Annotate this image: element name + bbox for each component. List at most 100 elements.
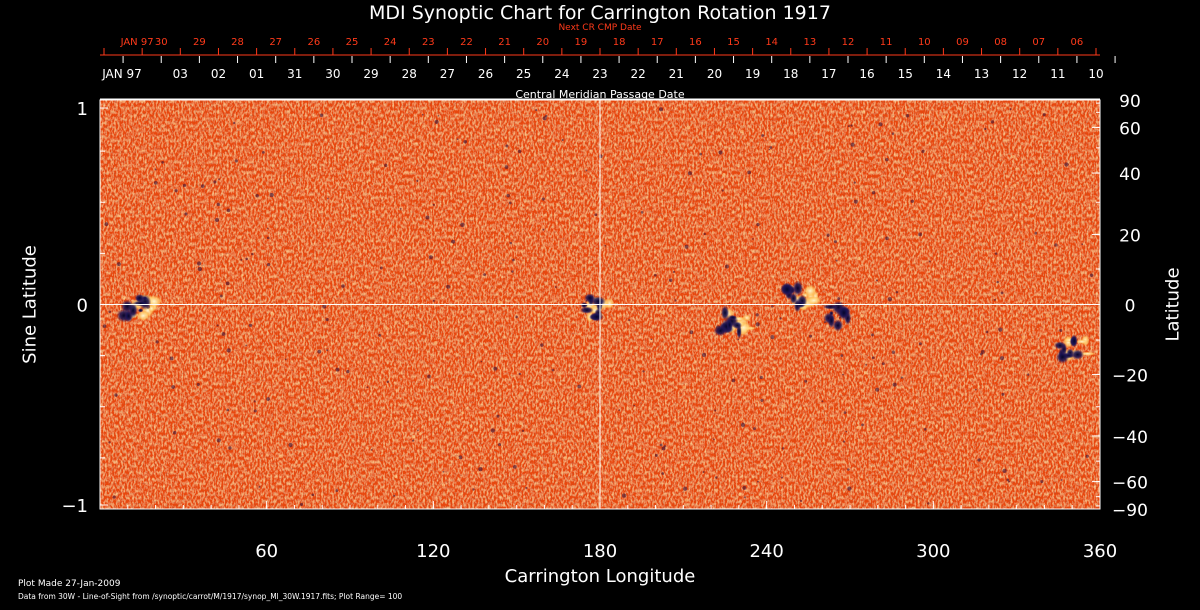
flux-dot — [878, 122, 883, 127]
flux-dot — [461, 411, 465, 415]
flux-dot — [781, 476, 783, 479]
negative-flux-patch — [1055, 350, 1070, 364]
flux-dot — [650, 338, 653, 341]
flux-dot — [155, 340, 159, 344]
flux-dot — [305, 187, 308, 191]
flux-dot — [117, 215, 120, 218]
cmp-tick-label: 17 — [821, 67, 836, 81]
flux-dot — [863, 371, 868, 375]
flux-dot — [871, 356, 875, 360]
flux-dot — [661, 472, 665, 475]
network-flux — [102, 107, 1094, 506]
flux-dot — [225, 281, 230, 286]
flux-dot — [154, 168, 157, 171]
flux-dot — [1081, 243, 1084, 246]
flux-dot — [614, 154, 616, 157]
flux-dot — [525, 486, 528, 489]
next-cr-tick-label: 07 — [1032, 37, 1045, 48]
flux-dot — [809, 334, 813, 338]
flux-dot — [519, 422, 523, 425]
lat-tick-label: 90 — [1119, 92, 1141, 112]
flux-dot — [857, 238, 859, 241]
flux-dot — [887, 297, 893, 302]
flux-dot — [661, 446, 666, 451]
flux-dot — [673, 215, 676, 218]
cmp-tick-label: 31 — [287, 67, 302, 81]
flux-dot — [266, 397, 270, 401]
next-cr-tick-label: 21 — [498, 37, 511, 48]
flux-dot — [654, 453, 658, 457]
flux-dot — [182, 183, 187, 188]
flux-dot — [737, 338, 739, 341]
negative-flux-patch — [726, 318, 733, 332]
flux-dot — [861, 110, 865, 114]
flux-dot — [458, 455, 463, 460]
flux-dot — [1059, 258, 1061, 261]
flux-dot — [236, 379, 240, 383]
flux-dot — [341, 284, 345, 288]
negative-flux-patch — [579, 306, 594, 314]
flux-dot — [134, 334, 137, 338]
flux-dot — [433, 341, 438, 345]
flux-dot — [871, 190, 876, 195]
flux-dot — [284, 358, 287, 361]
flux-dot — [563, 456, 568, 460]
next-cr-axis: JAN 97 30 29 28 27 26 25 24 23 22 21 20 19 18 17 16 15 14… — [100, 37, 1100, 56]
flux-dot — [196, 261, 202, 266]
flux-dot — [682, 486, 688, 491]
flux-dot — [892, 382, 897, 387]
flux-dot — [1034, 231, 1038, 235]
flux-dot — [659, 443, 663, 447]
flux-dot — [993, 298, 996, 301]
flux-dot — [172, 430, 177, 435]
flux-dot — [895, 290, 899, 294]
flux-dot — [226, 408, 230, 412]
flux-dot — [585, 300, 588, 302]
flux-dot — [891, 350, 896, 354]
flux-dot — [266, 227, 269, 230]
next-cr-tick-label: 29 — [193, 37, 206, 48]
cmp-tick-label: 11 — [1050, 67, 1065, 81]
negative-flux-patch — [792, 280, 804, 296]
lat-tick-label: 60 — [1119, 119, 1141, 139]
flux-dot — [529, 218, 533, 222]
flux-dot — [756, 222, 760, 227]
flux-dot — [799, 499, 803, 503]
cmp-tick-label: 22 — [631, 67, 646, 81]
flux-dot — [266, 236, 270, 240]
flux-dot — [335, 489, 339, 492]
flux-dot — [215, 217, 220, 223]
flux-dot — [633, 404, 636, 407]
cmp-tick-label: 21 — [669, 67, 684, 81]
flux-dot — [540, 343, 544, 347]
flux-dot — [490, 428, 495, 433]
flux-dot — [744, 206, 748, 209]
flux-dot — [551, 368, 555, 372]
flux-dot — [184, 212, 188, 216]
flux-dot — [255, 193, 259, 198]
flux-dot — [225, 211, 228, 214]
flux-dot — [425, 215, 430, 220]
lon-tick-label: 360 — [1083, 541, 1117, 562]
flux-dot — [740, 129, 744, 134]
flux-dot — [984, 127, 987, 131]
cmp-tick-label: 10 — [1088, 67, 1103, 81]
flux-dot — [1026, 373, 1030, 376]
flux-dot — [1009, 108, 1012, 111]
flux-dot — [385, 326, 389, 330]
flux-dot — [838, 316, 841, 319]
active-region — [1053, 334, 1097, 364]
flux-dot — [226, 208, 231, 213]
flux-dot — [996, 280, 999, 284]
flux-dot — [371, 266, 374, 269]
flux-dot — [608, 195, 613, 199]
flux-dot — [432, 203, 435, 206]
flux-dot — [932, 169, 935, 172]
flux-dot — [219, 294, 223, 298]
flux-dot — [703, 232, 706, 236]
flux-dot — [927, 502, 930, 505]
flux-dot — [860, 295, 863, 298]
latitude-axis: 90 60 40 20 0 −20 −40 −60 −90 — [1092, 92, 1148, 521]
flux-dot — [672, 270, 676, 274]
flux-dot — [108, 310, 111, 314]
